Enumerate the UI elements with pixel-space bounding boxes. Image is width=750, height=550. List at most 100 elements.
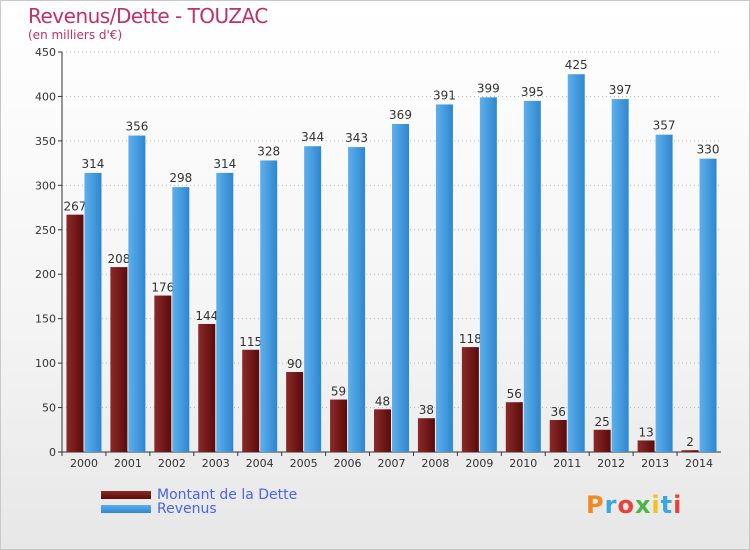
- data-label-revenus: 328: [257, 144, 280, 158]
- y-tick-label: 250: [35, 224, 56, 237]
- bar-revenus: [392, 124, 409, 452]
- bar-dette: [417, 418, 435, 452]
- bar-revenus: [304, 146, 322, 452]
- data-label-dette: 48: [375, 394, 390, 408]
- data-label-dette: 25: [595, 415, 610, 429]
- x-tick-label: 2013: [641, 457, 669, 470]
- y-tick-label: 450: [35, 46, 56, 59]
- data-label-revenus: 395: [521, 85, 544, 99]
- bar-dette: [330, 399, 348, 452]
- bar-dette: [198, 324, 216, 452]
- bar-dette: [637, 440, 655, 452]
- bar-dette: [242, 349, 260, 452]
- bar-revenus: [260, 160, 278, 452]
- data-label-revenus: 397: [609, 83, 632, 97]
- logo-letter: r: [604, 491, 618, 519]
- bar-revenus: [523, 100, 541, 452]
- bar-dette: [549, 420, 567, 452]
- chart-title: Revenus/Dette - TOUZAC: [28, 4, 268, 28]
- y-tick-label: 150: [35, 313, 56, 326]
- data-label-dette: 13: [638, 425, 653, 439]
- bar-dette: [505, 402, 523, 452]
- data-label-dette: 90: [287, 357, 302, 371]
- data-label-dette: 115: [239, 335, 262, 349]
- x-tick-label: 2010: [509, 457, 537, 470]
- logo-letter: o: [617, 491, 635, 519]
- bar-revenus: [567, 74, 585, 452]
- data-label-revenus: 357: [653, 119, 676, 133]
- bar-revenus: [172, 187, 190, 452]
- x-tick-label: 2006: [334, 457, 362, 470]
- proxiti-logo: Proxiti: [586, 491, 682, 519]
- x-tick-label: 2005: [290, 457, 318, 470]
- legend-label-dette: Montant de la Dette: [157, 487, 298, 503]
- bar-revenus: [84, 172, 102, 452]
- bar-revenus: [128, 135, 146, 453]
- x-tick-label: 2009: [465, 457, 493, 470]
- bar-dette: [110, 267, 128, 452]
- logo-letter: i: [673, 491, 683, 519]
- bar-revenus: [435, 104, 453, 452]
- bar-dette: [286, 372, 304, 452]
- x-tick-label: 2012: [597, 457, 625, 470]
- bar-dette: [681, 450, 699, 452]
- logo-letter: i: [651, 491, 661, 519]
- chart-subtitle: (en milliers d'€): [28, 28, 123, 42]
- y-tick-label: 200: [35, 268, 56, 281]
- x-tick-label: 2007: [378, 457, 406, 470]
- data-label-revenus: 356: [125, 120, 148, 134]
- data-label-revenus: 343: [345, 131, 368, 145]
- bar-dette: [154, 295, 172, 452]
- legend-label-revenus: Revenus: [157, 501, 217, 517]
- bar-dette: [593, 429, 611, 452]
- data-label-revenus: 344: [301, 130, 324, 144]
- legend-item-dette: Montant de la Dette: [101, 487, 297, 503]
- logo-letter: t: [660, 491, 674, 519]
- bar-revenus: [348, 147, 366, 452]
- bar-revenus: [216, 172, 234, 452]
- data-label-revenus: 314: [213, 157, 236, 171]
- data-label-revenus: 399: [477, 81, 500, 95]
- x-tick-label: 2000: [70, 457, 98, 470]
- logo-letter: P: [586, 491, 605, 519]
- x-tick-label: 2004: [246, 457, 274, 470]
- x-tick-label: 2003: [202, 457, 230, 470]
- data-label-revenus: 369: [389, 108, 412, 122]
- bar-dette: [374, 409, 391, 452]
- y-tick-label: 50: [42, 402, 56, 415]
- data-label-dette: 208: [107, 252, 130, 266]
- bar-revenus: [479, 97, 497, 452]
- data-label-revenus: 391: [433, 88, 456, 102]
- x-tick-label: 2014: [685, 457, 713, 470]
- y-tick-label: 350: [35, 135, 56, 148]
- x-tick-label: 2008: [421, 457, 449, 470]
- data-label-dette: 176: [151, 281, 174, 295]
- data-label-dette: 59: [331, 385, 346, 399]
- data-label-dette: 2: [686, 435, 694, 449]
- data-label-dette: 36: [551, 405, 566, 419]
- bar-dette: [66, 214, 84, 452]
- data-label-dette: 267: [64, 200, 87, 214]
- logo-letter: x: [634, 491, 652, 519]
- bar-revenus: [611, 99, 629, 452]
- data-label-revenus: 314: [82, 157, 105, 171]
- data-label-dette: 118: [459, 332, 482, 346]
- y-tick-label: 100: [35, 357, 56, 370]
- bar-revenus: [655, 134, 673, 452]
- legend-swatch-dette: [101, 491, 151, 499]
- bar-dette: [461, 347, 479, 452]
- data-label-revenus: 425: [565, 58, 588, 72]
- bar-revenus: [699, 158, 717, 452]
- data-label-revenus: 298: [169, 171, 192, 185]
- x-tick-label: 2002: [158, 457, 186, 470]
- data-label-revenus: 330: [697, 143, 720, 157]
- y-tick-label: 300: [35, 179, 56, 192]
- data-label-dette: 56: [507, 387, 522, 401]
- data-label-dette: 38: [419, 403, 434, 417]
- legend-swatch-revenus: [101, 505, 151, 513]
- legend-item-revenus: Revenus: [101, 501, 217, 517]
- y-tick-label: 400: [35, 90, 56, 103]
- x-tick-label: 2011: [553, 457, 581, 470]
